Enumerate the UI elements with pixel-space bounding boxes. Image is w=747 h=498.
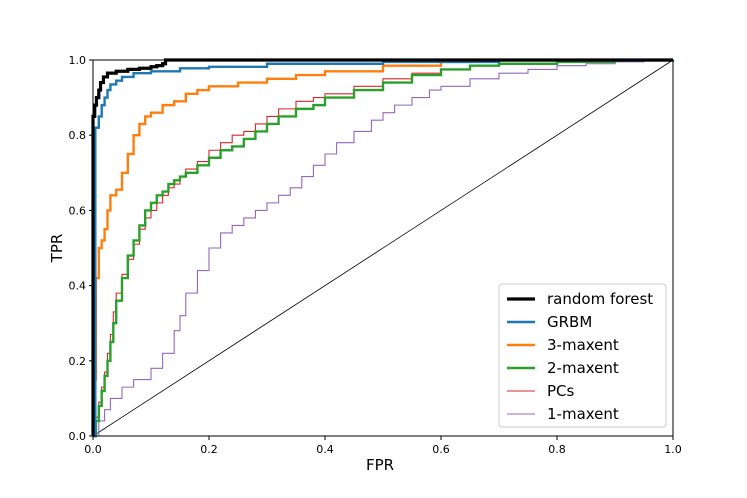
x-tick-label: 1.0 <box>664 443 682 456</box>
y-tick-label: 0.2 <box>69 355 87 368</box>
x-axis-label: FPR <box>366 456 394 474</box>
y-tick-label: 0.8 <box>69 129 87 142</box>
series-line-grbm <box>93 59 675 438</box>
x-tick-label: 0.0 <box>84 443 102 456</box>
series-line-3-maxent <box>91 58 673 436</box>
series-line-random-forest <box>91 58 673 436</box>
legend-label: random forest <box>547 290 653 308</box>
legend-label: GRBM <box>547 313 592 331</box>
legend-label: 3-maxent <box>547 336 619 354</box>
plot-area <box>91 58 675 438</box>
axes: 0.0 0.2 0.4 0.6 0.8 1.0 0.0 0.2 0.4 0.6 0.8 1.0 <box>69 54 682 456</box>
legend-box <box>498 283 667 428</box>
y-axis-label: TPR <box>48 234 66 264</box>
y-tick-label: 0.0 <box>69 430 87 443</box>
x-tick-label: 0.6 <box>432 443 450 456</box>
y-tick-label: 0.6 <box>69 204 87 217</box>
y-tick-label: 1.0 <box>69 54 87 67</box>
legend-label: PCs <box>547 382 575 400</box>
axes-frame <box>92 59 674 437</box>
legend: random forest GRBM 3-maxent 2-maxent PCs 1-ma… <box>498 283 667 428</box>
legend-label: 1-maxent <box>547 405 619 423</box>
x-tick-label: 0.4 <box>316 443 334 456</box>
legend-label: 2-maxent <box>547 359 619 377</box>
y-tick-label: 0.4 <box>69 280 87 293</box>
x-tick-label: 0.2 <box>200 443 218 456</box>
diagonal-reference-line <box>92 59 674 437</box>
series-line-2-maxent <box>93 58 673 438</box>
x-tick-label: 0.8 <box>548 443 566 456</box>
series-line-1-maxent <box>93 60 674 437</box>
